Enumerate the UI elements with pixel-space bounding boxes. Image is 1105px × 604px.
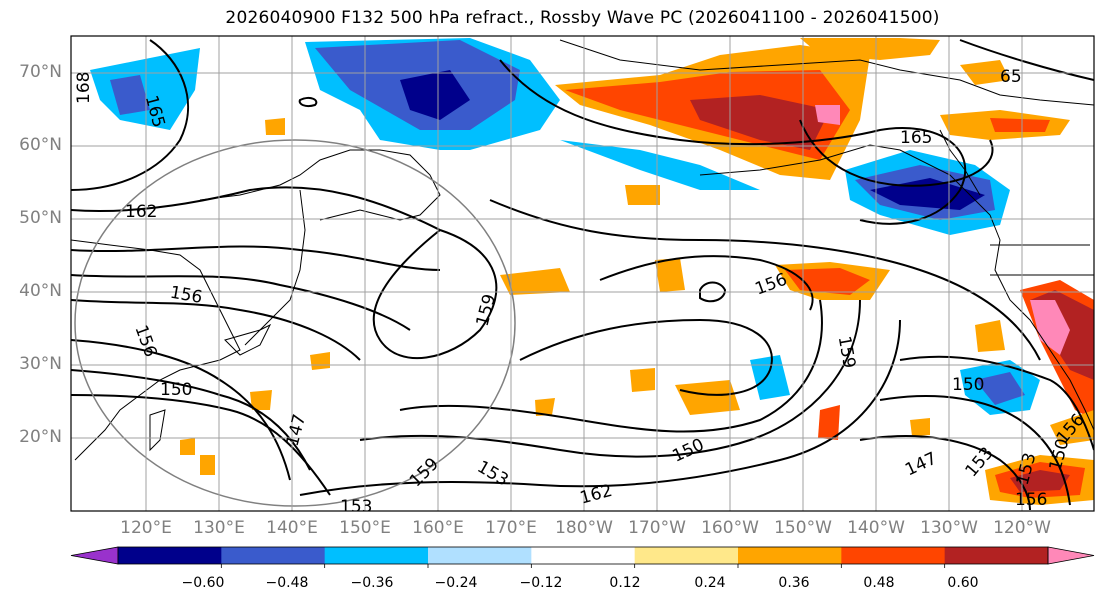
contour-label: 168 <box>74 72 94 104</box>
map-title: 2026040900 F132 500 hPa refract., Rossby… <box>225 8 940 28</box>
colorbar-segment <box>324 547 429 564</box>
colorbar-segment <box>118 547 222 564</box>
lat-label-50n: 50°N <box>19 208 62 228</box>
contour-label: 156 <box>1015 490 1047 510</box>
colorbar-outline <box>117 546 1049 565</box>
lon-label-180w: 180°W <box>555 518 613 538</box>
colorbar-segment <box>738 547 842 564</box>
map-background <box>71 36 1094 511</box>
colorbar-tick: −0.48 <box>265 575 309 591</box>
contour-label: 150 <box>952 375 984 395</box>
lon-label-140e: 140°E <box>266 518 318 538</box>
shaded-anomalies <box>90 38 1094 505</box>
colorbar <box>70 546 1095 568</box>
lon-label-140w: 140°W <box>847 518 905 538</box>
lat-label-40n: 40°N <box>19 281 62 301</box>
lon-label-160w: 160°W <box>701 518 759 538</box>
map-frame <box>70 35 1095 512</box>
colorbar-tick: 0.36 <box>778 575 810 591</box>
lat-label-70n: 70°N <box>19 62 62 82</box>
reference-circle <box>74 139 516 507</box>
lon-label-170w: 170°W <box>628 518 686 538</box>
colorbar-segment <box>531 547 636 564</box>
graticule <box>71 36 1094 511</box>
colorbar-tick: 0.60 <box>947 575 979 591</box>
colorbar-tick: −0.36 <box>350 575 394 591</box>
coastlines <box>71 39 1094 461</box>
lon-label-160e: 160°E <box>412 518 464 538</box>
colorbar-extend-max <box>1047 546 1095 565</box>
lat-label-30n: 30°N <box>19 354 62 374</box>
colorbar-segment <box>944 547 1049 564</box>
colorbar-tick: 0.12 <box>609 575 641 591</box>
height-contours <box>71 39 1094 511</box>
colorbar-segment <box>428 547 532 564</box>
lon-label-120e: 120°E <box>120 518 172 538</box>
lon-label-130w: 130°W <box>920 518 978 538</box>
contour-label: 153 <box>340 497 372 517</box>
colorbar-tick: −0.12 <box>519 575 563 591</box>
colorbar-tick: 0.24 <box>694 575 726 591</box>
lon-label-120w: 120°W <box>993 518 1051 538</box>
colorbar-tick: 0.48 <box>863 575 895 591</box>
lon-label-150w: 150°W <box>774 518 832 538</box>
lat-label-60n: 60°N <box>19 135 62 155</box>
colorbar-tick: −0.60 <box>181 575 225 591</box>
lon-label-170e: 170°E <box>485 518 537 538</box>
contour-label: 162 <box>125 202 157 222</box>
colorbar-tick: −0.24 <box>434 575 478 591</box>
colorbar-segment <box>221 547 326 564</box>
contour-label: 65 <box>1000 67 1022 87</box>
lon-label-150e: 150°E <box>339 518 391 538</box>
colorbar-extend-min <box>70 546 119 565</box>
colorbar-segment <box>841 547 946 564</box>
colorbar-segment <box>634 547 739 564</box>
lat-label-20n: 20°N <box>19 427 62 447</box>
lon-label-130e: 130°E <box>193 518 245 538</box>
contour-label: 165 <box>900 128 932 148</box>
contour-label: 150 <box>160 380 192 400</box>
